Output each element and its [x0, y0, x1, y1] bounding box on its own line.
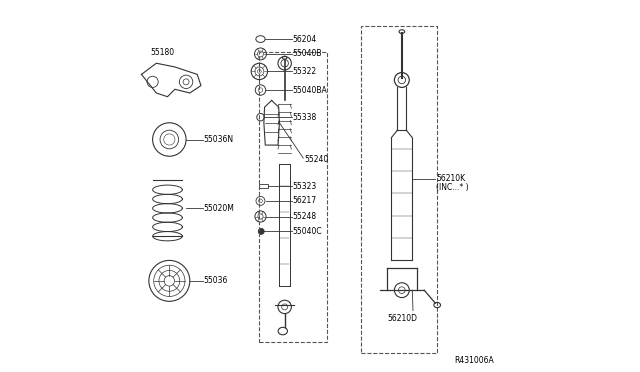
Text: 56210D: 56210D: [387, 314, 417, 323]
Text: 55248: 55248: [293, 212, 317, 221]
Text: 55040C: 55040C: [293, 227, 323, 236]
Text: 55036N: 55036N: [204, 135, 234, 144]
Text: 55323: 55323: [293, 182, 317, 190]
Text: R431006A: R431006A: [454, 356, 493, 365]
Text: 55036: 55036: [204, 276, 228, 285]
Text: 56204: 56204: [293, 35, 317, 44]
Text: 55020M: 55020M: [204, 204, 234, 213]
Text: 55040BA: 55040BA: [293, 86, 328, 94]
Text: 55322: 55322: [293, 67, 317, 76]
Bar: [259, 184, 268, 188]
Text: 56210K: 56210K: [436, 174, 465, 183]
Text: (INC...* ): (INC...* ): [436, 183, 468, 192]
Text: 55338: 55338: [293, 113, 317, 122]
Text: 55180: 55180: [151, 48, 175, 57]
Text: 55240: 55240: [304, 155, 328, 164]
Circle shape: [259, 228, 264, 234]
Text: 55040B: 55040B: [293, 49, 323, 58]
Text: 56217: 56217: [293, 196, 317, 205]
